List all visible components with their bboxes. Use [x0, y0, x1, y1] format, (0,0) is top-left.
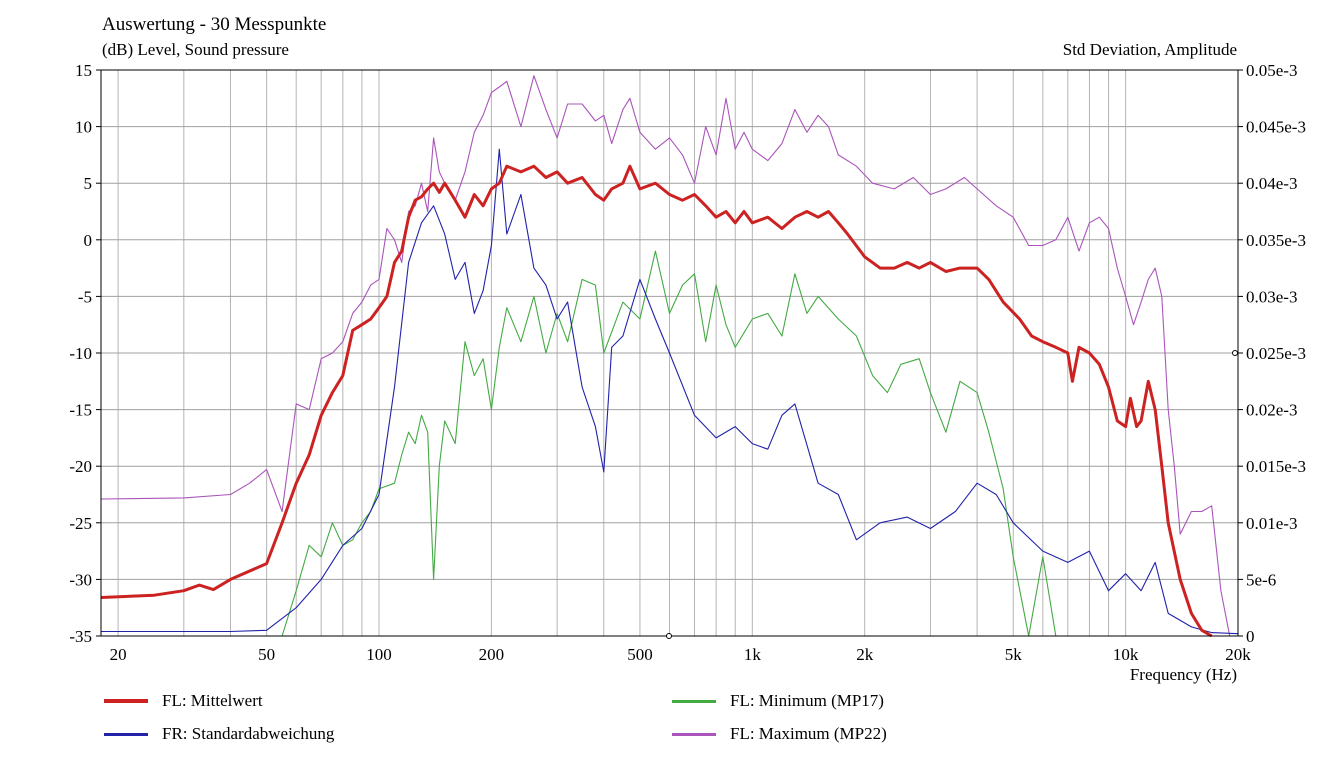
x-tick-label: 100 — [366, 645, 392, 664]
y-tick-label-right: 0.025e-3 — [1246, 344, 1306, 363]
y-tick-label-right: 0.02e-3 — [1246, 401, 1297, 420]
x-tick-label: 5k — [1005, 645, 1023, 664]
y-cursor-marker — [1232, 350, 1238, 356]
y-tick-label-left: -35 — [69, 627, 92, 646]
y-tick-label-left: 10 — [75, 118, 92, 137]
x-axis-label: Frequency (Hz) — [1129, 665, 1237, 684]
x-tick-label: 50 — [258, 645, 275, 664]
legend-item-standardabweichung: FR: Standardabweichung — [104, 724, 334, 744]
tick-labels: 20 50 100 200 500 1k 2k 5k 10k 20k151050-5-10-15-… — [69, 61, 1306, 664]
y-tick-label-left: -5 — [78, 287, 92, 306]
chart-title: Auswertung - 30 Messpunkte — [102, 14, 327, 35]
x-tick-label: 10k — [1113, 645, 1139, 664]
legend-swatch-maximum — [672, 732, 716, 736]
y-axis-left-label: (dB) Level, Sound pressure — [102, 40, 289, 59]
series-line-minimum — [281, 250, 1057, 637]
x-tick-label: 20 — [110, 645, 127, 664]
y-tick-label-left: -15 — [69, 401, 92, 420]
legend-label-minimum: FL: Minimum (MP17) — [730, 691, 884, 710]
x-cursor-marker — [666, 633, 672, 639]
y-tick-label-right: 0 — [1246, 627, 1255, 646]
y-tick-label-left: 0 — [84, 231, 93, 250]
legend-item-maximum: FL: Maximum (MP22) — [672, 724, 887, 744]
y-tick-label-right: 0.035e-3 — [1246, 231, 1306, 250]
y-tick-label-right: 0.05e-3 — [1246, 61, 1297, 80]
legend-label-standardabweichung: FR: Standardabweichung — [162, 724, 335, 743]
legend-item-mittelwert: FL: Mittelwert — [104, 691, 263, 711]
y-tick-label-left: 5 — [84, 174, 93, 193]
y-tick-label-left: -30 — [69, 570, 92, 589]
series-line-standardabweichung — [101, 148, 1239, 635]
y-tick-label-left: -10 — [69, 344, 92, 363]
y-tick-label-right: 5e-6 — [1246, 570, 1276, 589]
y-tick-label-left: 15 — [75, 61, 92, 80]
series-layer — [100, 75, 1239, 638]
legend-swatch-standardabweichung — [104, 732, 148, 736]
x-tick-label: 2k — [856, 645, 874, 664]
y-tick-label-right: 0.045e-3 — [1246, 118, 1306, 137]
x-tick-label: 1k — [744, 645, 762, 664]
y-axis-right-label: Std Deviation, Amplitude — [1062, 40, 1237, 59]
y-tick-label-right: 0.01e-3 — [1246, 514, 1297, 533]
series-line-maximum — [100, 75, 1231, 637]
y-tick-label-left: -25 — [69, 514, 92, 533]
legend-item-minimum: FL: Minimum (MP17) — [672, 691, 884, 711]
x-tick-label: 200 — [479, 645, 505, 664]
x-tick-label: 20k — [1225, 645, 1251, 664]
y-tick-label-left: -20 — [69, 457, 92, 476]
y-tick-label-right: 0.015e-3 — [1246, 457, 1306, 476]
x-tick-label: 500 — [627, 645, 653, 664]
legend-swatch-mittelwert — [104, 699, 148, 703]
y-tick-label-right: 0.03e-3 — [1246, 287, 1297, 306]
y-tick-label-right: 0.04e-3 — [1246, 174, 1297, 193]
legend-swatch-minimum — [672, 699, 716, 703]
legend-label-mittelwert: FL: Mittelwert — [162, 691, 263, 710]
legend-label-maximum: FL: Maximum (MP22) — [730, 724, 887, 743]
series-line-mittelwert — [100, 164, 1213, 638]
